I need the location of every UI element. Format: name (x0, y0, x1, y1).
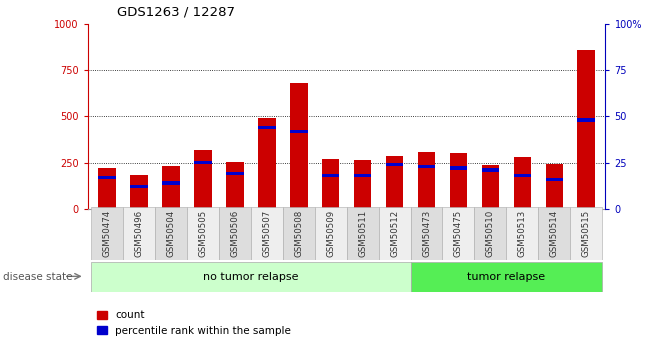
Bar (577, 118, 595, 122)
Bar (482, 165, 499, 209)
Bar (162, 166, 180, 209)
Bar (354, 160, 372, 209)
Bar (443, 207, 475, 260)
Text: no tumor relapse: no tumor relapse (203, 272, 299, 282)
Text: GSM50510: GSM50510 (486, 210, 495, 257)
Bar (91, 207, 123, 260)
Bar (347, 207, 379, 260)
Bar (130, 175, 148, 209)
Bar (482, 168, 499, 171)
Text: GSM50511: GSM50511 (358, 210, 367, 257)
Bar (194, 161, 212, 164)
Bar (283, 207, 314, 260)
Text: GSM50513: GSM50513 (518, 210, 527, 257)
Text: GSM50512: GSM50512 (390, 210, 399, 257)
Bar (314, 207, 347, 260)
Text: GDS1263 / 12287: GDS1263 / 12287 (117, 5, 235, 18)
Bar (290, 129, 307, 133)
Bar (226, 172, 243, 175)
Text: GSM50504: GSM50504 (167, 210, 176, 257)
Text: GSM50509: GSM50509 (326, 210, 335, 257)
Bar (418, 165, 436, 168)
Bar (379, 207, 411, 260)
Bar (219, 207, 251, 260)
Bar (322, 174, 339, 177)
Text: GSM50496: GSM50496 (135, 210, 143, 257)
Bar (258, 118, 275, 209)
Bar (577, 50, 595, 209)
Bar (475, 207, 506, 260)
Bar (386, 163, 404, 166)
Text: GSM50505: GSM50505 (199, 210, 208, 257)
Bar (546, 165, 563, 209)
Bar (546, 178, 563, 181)
Bar (123, 207, 155, 260)
Text: GSM50507: GSM50507 (262, 210, 271, 257)
Bar (226, 162, 243, 209)
Bar (322, 159, 339, 209)
Bar (450, 153, 467, 209)
Text: GSM50474: GSM50474 (103, 210, 111, 257)
Legend: count, percentile rank within the sample: count, percentile rank within the sample (93, 306, 295, 340)
Bar (538, 207, 570, 260)
Bar (91, 262, 411, 292)
Bar (98, 176, 116, 179)
Bar (98, 168, 116, 209)
Bar (258, 126, 275, 129)
Text: GSM50506: GSM50506 (230, 210, 240, 257)
Bar (514, 174, 531, 177)
Bar (354, 174, 372, 177)
Bar (251, 207, 283, 260)
Text: GSM50475: GSM50475 (454, 210, 463, 257)
Bar (411, 262, 602, 292)
Bar (162, 181, 180, 185)
Bar (187, 207, 219, 260)
Bar (130, 185, 148, 188)
Bar (506, 207, 538, 260)
Bar (386, 156, 404, 209)
Bar (155, 207, 187, 260)
Text: GSM50508: GSM50508 (294, 210, 303, 257)
Bar (570, 207, 602, 260)
Text: GSM50473: GSM50473 (422, 210, 431, 257)
Bar (290, 83, 307, 209)
Text: disease state: disease state (3, 272, 73, 282)
Text: GSM50515: GSM50515 (582, 210, 590, 257)
Bar (450, 166, 467, 170)
Bar (194, 150, 212, 209)
Text: tumor relapse: tumor relapse (467, 272, 546, 282)
Text: GSM50514: GSM50514 (550, 210, 559, 257)
Bar (418, 151, 436, 209)
Bar (514, 157, 531, 209)
Bar (411, 207, 443, 260)
